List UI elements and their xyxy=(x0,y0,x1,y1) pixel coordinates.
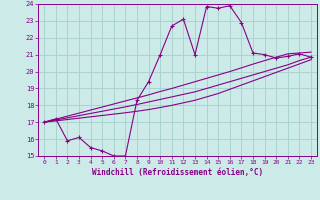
X-axis label: Windchill (Refroidissement éolien,°C): Windchill (Refroidissement éolien,°C) xyxy=(92,168,263,177)
